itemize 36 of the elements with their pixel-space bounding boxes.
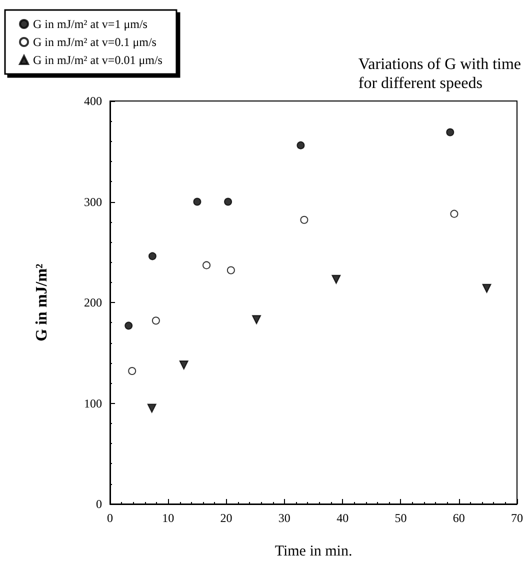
y-axis-title: G in mJ/m²	[34, 263, 50, 342]
x-tick-label: 30	[278, 511, 290, 525]
y-tick-label: 200	[84, 296, 102, 310]
chart-title: Variations of G with time for different speeds	[358, 56, 521, 92]
y-tick-label: 400	[84, 94, 102, 108]
x-tick-label: 60	[452, 511, 465, 525]
point	[450, 210, 458, 218]
point	[224, 198, 232, 206]
x-tick-label: 50	[394, 511, 407, 525]
legend-label: G in mJ/m² at v=0.1 μm/s	[33, 35, 157, 49]
point	[252, 315, 262, 324]
point	[179, 360, 188, 370]
legend-label: G in mJ/m² at v=1 μm/s	[33, 17, 148, 31]
x-tick-label: 0	[107, 511, 113, 525]
point	[128, 367, 136, 376]
point	[202, 261, 211, 270]
point	[296, 141, 305, 150]
x-tick-label: 70	[511, 511, 523, 525]
point	[193, 198, 202, 206]
point	[147, 404, 156, 413]
point	[148, 252, 156, 260]
x-axis-title: Time in min.	[274, 544, 352, 560]
x-tick-label: 40	[336, 511, 349, 525]
point	[332, 274, 341, 284]
point	[124, 322, 133, 330]
y-tick-label: 0	[96, 497, 102, 511]
x-tick-label: 10	[162, 511, 174, 525]
point	[152, 316, 160, 325]
x-tick-label: 20	[220, 511, 232, 525]
point	[226, 266, 235, 274]
point	[300, 216, 308, 224]
y-tick-label: 100	[84, 396, 102, 410]
point	[482, 284, 492, 293]
point	[446, 128, 454, 136]
legend-label: G in mJ/m² at v=0.01 μm/s	[33, 53, 163, 67]
y-tick-label: 300	[84, 194, 102, 209]
